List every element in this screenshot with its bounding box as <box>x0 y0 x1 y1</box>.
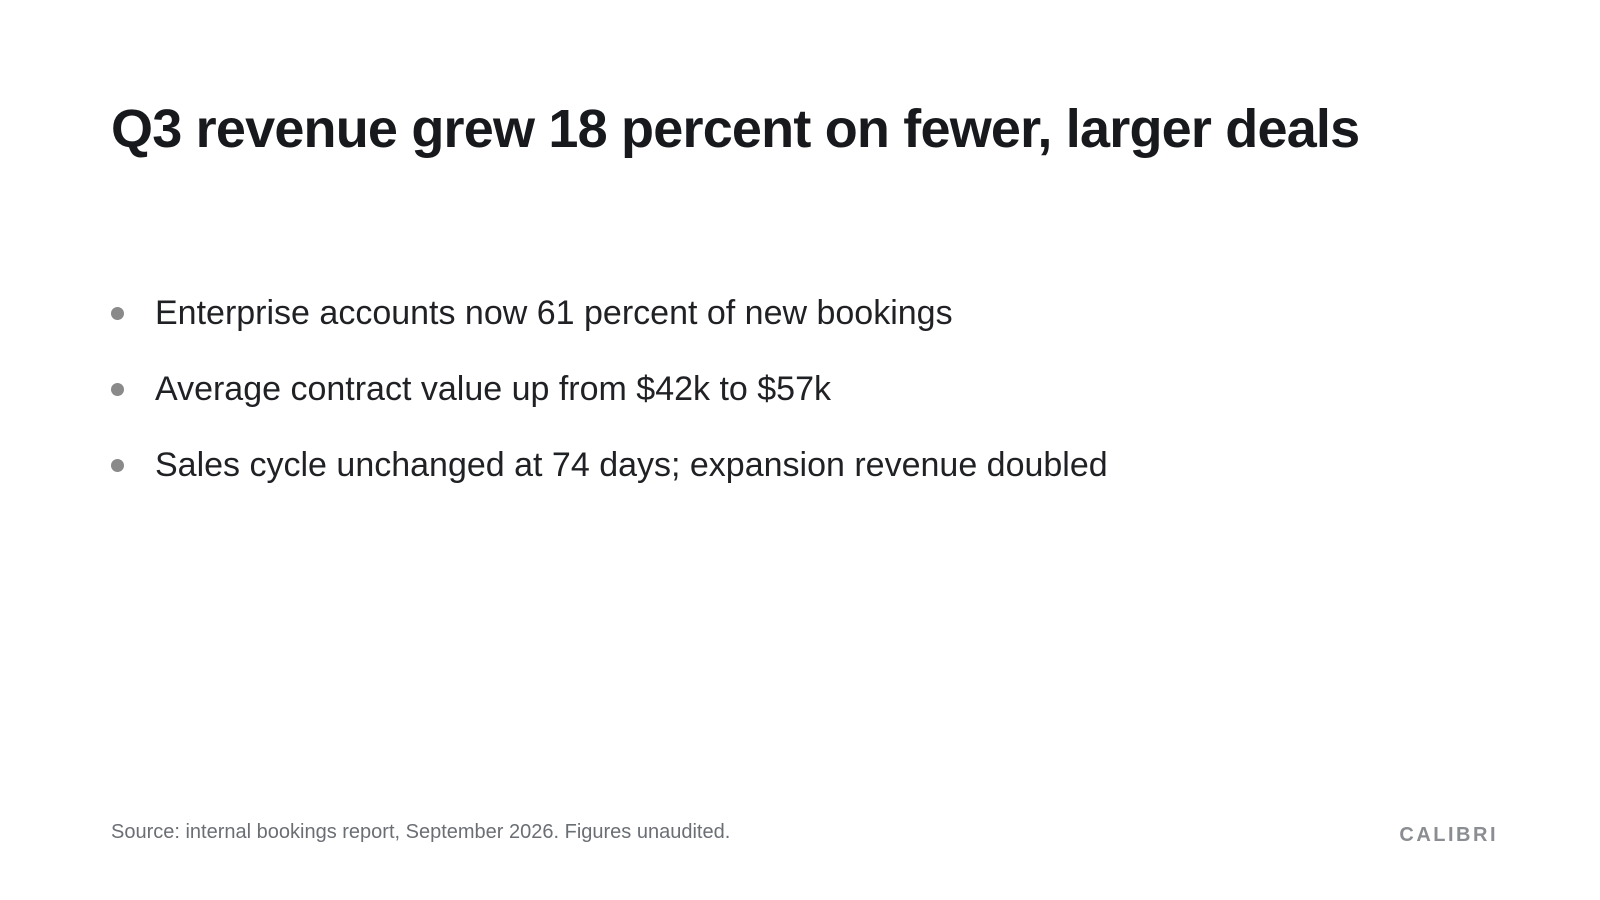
bullet-dot-icon <box>111 459 124 472</box>
bullet-item: Average contract value up from $42k to $… <box>111 360 1108 436</box>
bullet-item: Enterprise accounts now 61 percent of ne… <box>111 284 1108 360</box>
bullet-list: Enterprise accounts now 61 percent of ne… <box>111 284 1108 512</box>
bullet-text: Average contract value up from $42k to $… <box>155 370 831 408</box>
bullet-dot-icon <box>111 383 124 396</box>
bullet-text: Enterprise accounts now 61 percent of ne… <box>155 294 953 332</box>
brand-logo-text: CALIBRI <box>1399 824 1498 846</box>
slide-title: Q3 revenue grew 18 percent on fewer, lar… <box>111 99 1360 159</box>
bullet-item: Sales cycle unchanged at 74 days; expans… <box>111 436 1108 512</box>
bullet-text: Sales cycle unchanged at 74 days; expans… <box>155 446 1108 484</box>
source-note: Source: internal bookings report, Septem… <box>111 821 731 843</box>
bullet-dot-icon <box>111 307 124 320</box>
